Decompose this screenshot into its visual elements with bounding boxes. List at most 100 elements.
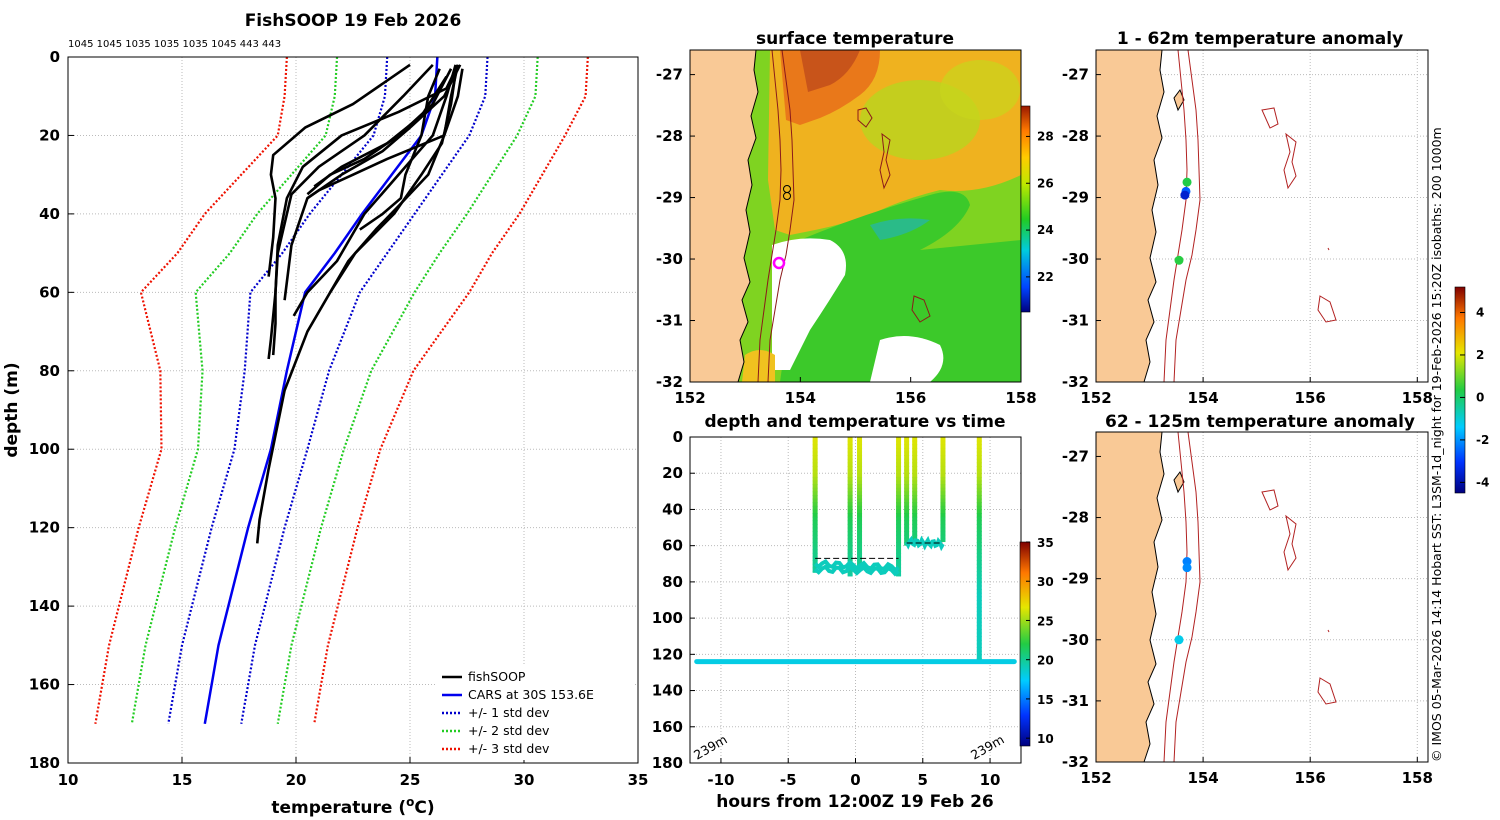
sst-eddy-region-2 (940, 60, 1020, 120)
time-bottom-wander-3 (904, 535, 945, 552)
sst-ticks: 152 154 156 158 -27 -28 -29 -30 -31 -32 (656, 66, 1037, 407)
time-corner-left-label: 239m (691, 732, 730, 763)
time-ytick-label: 20 (662, 464, 683, 482)
map-ytick-label: -27 (1062, 66, 1089, 84)
profile-fishsoop-line (255, 64, 460, 544)
sst-hottest-region (800, 50, 860, 92)
anomaly-lower-grid (1096, 432, 1428, 762)
sst-cb-label: 28 (1037, 129, 1054, 143)
profile-ytick-label: 20 (39, 126, 60, 144)
map-ytick-label: -30 (1062, 631, 1089, 649)
map-xtick-label: 156 (895, 389, 926, 407)
anomaly-point (1182, 563, 1192, 573)
profile-ticks: 10 15 20 25 30 35 0 20 40 60 80 100 120 140 160 180 (29, 48, 649, 789)
anomaly-point (1180, 190, 1190, 200)
profile-ytick-label: 100 (29, 440, 60, 458)
sst-seamount-3 (911, 295, 931, 323)
anomaly-colorbar-group: 4 2 0 -2 -4 (1454, 286, 1489, 494)
legend-entry: +/- 2 std dev (468, 723, 550, 738)
map-xtick-label: 154 (1187, 389, 1218, 407)
time-cb-label: 30 (1037, 575, 1054, 589)
map-ytick-label: -32 (1062, 753, 1089, 771)
anomaly-cb-label: -4 (1476, 475, 1489, 489)
map-xtick-label: 158 (1402, 389, 1433, 407)
map-ytick-label: -28 (1062, 509, 1089, 527)
map-xtick-label: 156 (1295, 389, 1326, 407)
profile-std2-lower-line (130, 57, 339, 724)
profile-ytick-label: 160 (29, 676, 60, 694)
sst-isobath-1000 (767, 50, 795, 382)
map-xtick-label: 158 (1402, 769, 1433, 787)
time-ytick-label: 80 (662, 573, 683, 591)
profile-xtick-label: 10 (58, 771, 79, 789)
profile-fishsoop-line (329, 72, 457, 294)
time-cb-label: 35 (1037, 536, 1054, 550)
profile-xlabel: temperature (oC) (271, 795, 434, 818)
time-colorbar-ticks: 10 15 20 25 30 35 (1026, 536, 1054, 746)
profile-legend: fishSOOP CARS at 30S 153.6E +/- 1 std dev +… (437, 664, 635, 760)
time-xlabel: hours from 12:00Z 19 Feb 26 (716, 792, 994, 812)
profile-fishsoop-line (292, 64, 457, 317)
anomaly-colorbar (1454, 286, 1466, 494)
map-ytick-label: -28 (1062, 127, 1089, 145)
map-ytick-label: -32 (1062, 373, 1089, 391)
profile-axes-box (67, 56, 639, 764)
legend-entry: +/- 1 std dev (468, 705, 550, 720)
profile-fishsoop-line (313, 75, 448, 188)
anomaly-map-upper: 1 - 62m temperature anomaly 152 154 156 158… (1062, 29, 1433, 407)
anomaly-upper-isobath-1000 (1173, 50, 1201, 382)
sst-colorbar-ticks: 22 24 26 28 (1026, 129, 1054, 284)
sst-title: surface temperature (756, 29, 954, 49)
profile-xtick-label: 15 (172, 771, 193, 789)
profile-fishsoop-line (267, 64, 460, 360)
anomaly-lower-isobath-1000 (1173, 432, 1201, 762)
anomaly-cb-label: 4 (1476, 305, 1484, 319)
anomaly-cb-label: -2 (1476, 433, 1489, 447)
map-ytick-label: -31 (656, 312, 683, 330)
profile-std3-upper-line (313, 57, 589, 724)
time-title: depth and temperature vs time (705, 412, 1006, 432)
map-xtick-label: 156 (1295, 769, 1326, 787)
anomaly-upper-land (1096, 50, 1165, 382)
profile-ytick-label: 140 (29, 597, 60, 615)
sst-isobath-200 (757, 50, 782, 382)
anomaly-colorbar-ticks: 4 2 0 -2 -4 (1460, 305, 1489, 489)
time-ytick-label: 180 (652, 754, 683, 772)
anomaly-upper-seamount-1 (1261, 107, 1279, 129)
time-xtick-label: 10 (980, 771, 1001, 789)
profile-title: FishSOOP 19 Feb 2026 (245, 11, 462, 31)
map-ytick-label: -31 (1062, 312, 1089, 330)
anomaly-upper-seamount-dot (1327, 247, 1330, 251)
side-note: © IMOS 05-Mar-2026 14:14 Hobart SST: L3S… (1429, 127, 1444, 762)
anomaly-upper-ticks: 152 154 156 158 -27 -28 -29 -30 -31 -32 (1062, 66, 1433, 407)
anomaly-point (1182, 177, 1192, 187)
sst-cloud-1 (772, 238, 846, 370)
profile-std1-upper-line (240, 57, 489, 724)
map-ytick-label: -30 (1062, 250, 1089, 268)
anomaly-cb-label: 2 (1476, 348, 1484, 362)
profile-ytick-label: 40 (39, 205, 60, 223)
map-xtick-label: 152 (1080, 769, 1111, 787)
anomaly-upper-isobath-200 (1163, 50, 1188, 382)
time-colorbar (1019, 541, 1031, 747)
time-bottom-wander-1 (813, 559, 900, 573)
profile-fishsoop-line (359, 68, 441, 231)
time-casts (694, 437, 1017, 665)
map-xtick-label: 152 (674, 389, 705, 407)
sst-seamount-2 (879, 132, 891, 190)
map-ytick-label: -27 (1062, 447, 1089, 465)
anomaly-upper-grid (1096, 50, 1428, 382)
anomaly-lower-title: 62 - 125m temperature anomaly (1105, 412, 1415, 432)
anomaly-lower-axes-box (1095, 431, 1429, 763)
legend-box (437, 664, 635, 760)
sst-coast-marker-2 (783, 192, 791, 200)
profile-ytick-label: 0 (50, 48, 60, 66)
sst-land (690, 50, 759, 382)
time-ytick-label: 0 (673, 428, 683, 446)
map-ytick-label: -30 (656, 250, 683, 268)
anomaly-upper-axes-box (1095, 49, 1429, 383)
profile-fishsoop-line (283, 64, 462, 301)
sst-cool-region (780, 191, 1021, 382)
map-ytick-label: -29 (1062, 570, 1089, 588)
